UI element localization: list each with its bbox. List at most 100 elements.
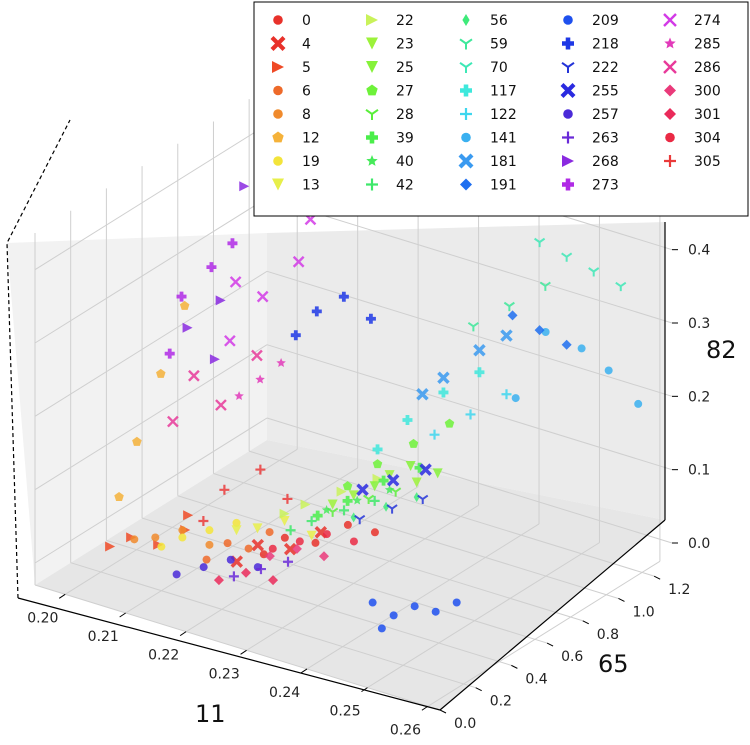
data-point [343,520,352,529]
data-point [234,391,244,401]
x-axis-line [17,597,441,711]
data-point [255,564,266,575]
data-point [369,495,380,506]
data-point [419,463,432,476]
data-point [372,444,383,455]
data-point [588,267,600,277]
legend-label: 6 [302,84,311,100]
data-point [467,322,479,332]
y-gridline-floor [177,495,583,622]
y-tick-mark [618,598,625,602]
y-tick-mark [475,687,482,692]
data-point [215,399,227,411]
data-point [229,276,242,288]
left-pane [7,233,267,585]
floor-pane [35,440,665,710]
data-point [354,514,366,525]
legend-label: 70 [490,60,508,76]
z-gridline-back [266,270,673,397]
data-point [473,343,486,357]
data-point [268,575,279,586]
z-gridline-side [34,197,268,344]
x-gridline-floor [427,560,661,707]
legend-marker [460,84,472,97]
legend-label: 255 [592,84,619,100]
legend-label: 209 [592,13,619,29]
z-gridline-back [266,417,673,544]
axis-lines [6,119,666,711]
data-point [322,530,331,539]
data-point [417,494,429,505]
x-tick-label: 0.23 [209,666,240,682]
z-gridline-side [34,270,268,417]
legend-marker [663,60,677,74]
legend-marker [365,108,379,120]
x-tick-mark [361,687,368,693]
data-point [188,369,200,382]
legend-label: 39 [396,131,414,147]
legend-label: 273 [592,178,619,194]
legend-label: 56 [490,13,508,29]
data-point [474,367,485,378]
legend-marker [272,61,284,73]
data-point [182,322,193,333]
data-point [365,313,376,324]
data-point [501,389,512,400]
data-point [383,501,390,512]
data-point [369,481,380,492]
data-point [342,481,353,491]
data-point [251,538,265,552]
legend-marker [664,155,676,167]
grid-lines [34,97,673,711]
data-point [156,368,166,378]
data-point [132,436,142,446]
z-tick-label: 0.3 [688,316,710,332]
y-tick-mark [653,575,661,580]
z-tick-label: 0.4 [688,243,710,259]
data-point [198,515,209,526]
legend-marker [459,61,473,73]
z-gridline-side [34,124,268,271]
legend-marker [272,178,284,191]
data-point [282,493,293,504]
y-gridline-floor [34,584,441,711]
data-point [167,415,179,428]
data-point [372,459,383,469]
y-tick-mark [546,642,554,647]
legend-label: 12 [302,131,320,147]
y-tick-label: 0.6 [561,649,583,665]
legend-marker [664,37,676,49]
y-tick-label: 1.0 [632,604,654,620]
legend-marker [461,132,471,143]
data-point [205,526,214,535]
y-tick-mark [582,620,589,625]
data-point [240,567,251,578]
data-point [311,538,320,547]
data-point [226,555,235,564]
data-point [223,539,232,548]
data-point [348,490,359,501]
legend-label: 40 [396,154,414,170]
data-point [209,354,220,365]
legend-label: 305 [694,154,721,170]
z-gridline-back [266,344,673,471]
data-point [416,388,429,401]
data-point [405,460,416,471]
data-point [295,537,304,546]
legend-label: 304 [694,131,721,147]
z-gridline-back [266,197,673,324]
data-point [503,301,515,312]
legend-label: 19 [302,154,320,170]
legend-marker [270,36,286,51]
legend-marker [366,84,378,96]
legend-marker [273,85,283,96]
axis-ticks: 0.20 0.21 0.22 0.23 0.24 0.25 0.26 0.0 0.2 0.4 0.6… [27,243,710,739]
legend-marker [366,155,378,166]
legend-marker [459,38,473,50]
data-point [292,255,305,268]
z-axis-label: 82 [706,336,737,364]
data-point [370,528,379,537]
data-point [384,484,395,494]
legend-label: 42 [396,178,414,194]
